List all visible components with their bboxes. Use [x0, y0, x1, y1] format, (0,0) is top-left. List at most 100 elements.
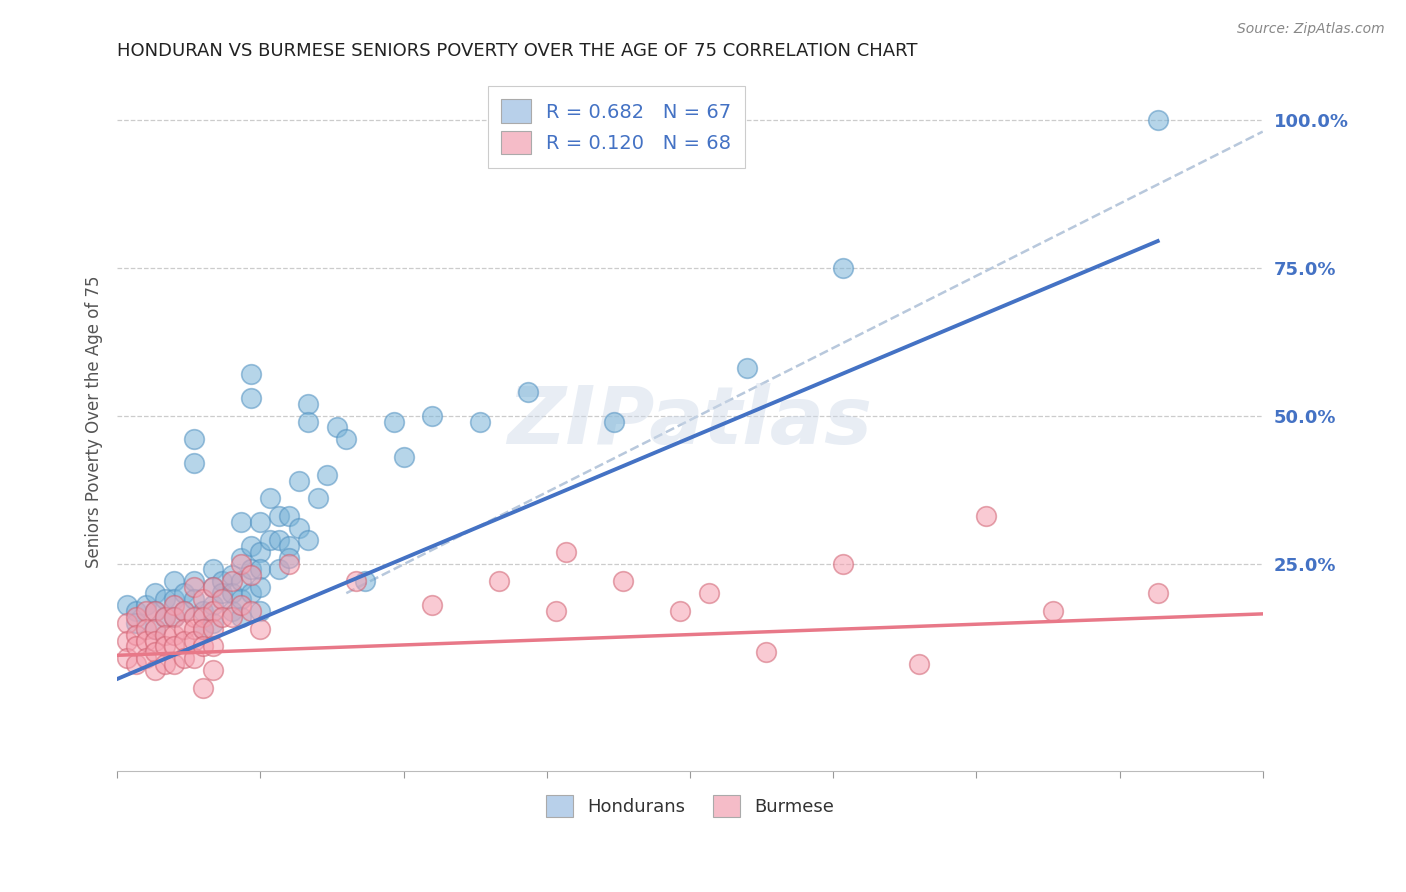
- Text: ZIPatlas: ZIPatlas: [508, 383, 873, 460]
- Point: [488, 574, 510, 589]
- Point: [183, 574, 205, 589]
- Point: [163, 592, 186, 607]
- Point: [125, 610, 148, 624]
- Point: [974, 509, 997, 524]
- Point: [297, 533, 319, 547]
- Point: [135, 598, 157, 612]
- Point: [145, 633, 167, 648]
- Point: [135, 622, 157, 636]
- Point: [173, 622, 195, 636]
- Point: [135, 633, 157, 648]
- Point: [153, 610, 176, 624]
- Point: [278, 509, 301, 524]
- Point: [249, 580, 271, 594]
- Point: [145, 645, 167, 659]
- Point: [735, 361, 758, 376]
- Point: [211, 592, 233, 607]
- Point: [153, 592, 176, 607]
- Point: [183, 651, 205, 665]
- Point: [831, 260, 853, 275]
- Point: [201, 598, 224, 612]
- Point: [546, 604, 568, 618]
- Point: [163, 574, 186, 589]
- Point: [420, 409, 443, 423]
- Y-axis label: Seniors Poverty Over the Age of 75: Seniors Poverty Over the Age of 75: [86, 276, 103, 568]
- Point: [231, 574, 253, 589]
- Point: [173, 633, 195, 648]
- Point: [201, 640, 224, 654]
- Point: [173, 604, 195, 618]
- Point: [201, 580, 224, 594]
- Point: [697, 586, 720, 600]
- Point: [173, 586, 195, 600]
- Point: [554, 545, 576, 559]
- Point: [163, 627, 186, 641]
- Point: [191, 592, 214, 607]
- Point: [153, 657, 176, 672]
- Point: [115, 615, 138, 630]
- Point: [231, 610, 253, 624]
- Point: [287, 474, 309, 488]
- Point: [201, 615, 224, 630]
- Point: [183, 456, 205, 470]
- Point: [316, 467, 339, 482]
- Point: [183, 610, 205, 624]
- Point: [908, 657, 931, 672]
- Point: [1042, 604, 1064, 618]
- Point: [191, 681, 214, 695]
- Point: [344, 574, 367, 589]
- Point: [278, 550, 301, 565]
- Point: [278, 539, 301, 553]
- Point: [231, 598, 253, 612]
- Point: [249, 545, 271, 559]
- Point: [221, 604, 243, 618]
- Point: [516, 384, 538, 399]
- Point: [211, 586, 233, 600]
- Point: [221, 586, 243, 600]
- Point: [259, 491, 281, 506]
- Point: [191, 604, 214, 618]
- Point: [326, 420, 349, 434]
- Point: [201, 562, 224, 576]
- Point: [153, 640, 176, 654]
- Point: [211, 610, 233, 624]
- Point: [163, 657, 186, 672]
- Point: [183, 622, 205, 636]
- Point: [297, 415, 319, 429]
- Point: [173, 651, 195, 665]
- Point: [755, 645, 778, 659]
- Point: [307, 491, 329, 506]
- Point: [191, 610, 214, 624]
- Point: [191, 622, 214, 636]
- Point: [183, 592, 205, 607]
- Point: [221, 568, 243, 582]
- Point: [259, 533, 281, 547]
- Point: [191, 640, 214, 654]
- Point: [239, 368, 262, 382]
- Point: [269, 533, 291, 547]
- Point: [145, 586, 167, 600]
- Point: [145, 622, 167, 636]
- Point: [231, 550, 253, 565]
- Point: [231, 557, 253, 571]
- Point: [221, 574, 243, 589]
- Point: [269, 509, 291, 524]
- Point: [269, 562, 291, 576]
- Point: [382, 415, 405, 429]
- Point: [231, 515, 253, 529]
- Point: [249, 622, 271, 636]
- Point: [135, 604, 157, 618]
- Point: [145, 604, 167, 618]
- Point: [115, 598, 138, 612]
- Point: [201, 663, 224, 677]
- Point: [239, 604, 262, 618]
- Point: [183, 580, 205, 594]
- Point: [231, 592, 253, 607]
- Point: [145, 604, 167, 618]
- Point: [173, 604, 195, 618]
- Point: [831, 557, 853, 571]
- Point: [125, 604, 148, 618]
- Point: [125, 627, 148, 641]
- Point: [239, 562, 262, 576]
- Point: [602, 415, 624, 429]
